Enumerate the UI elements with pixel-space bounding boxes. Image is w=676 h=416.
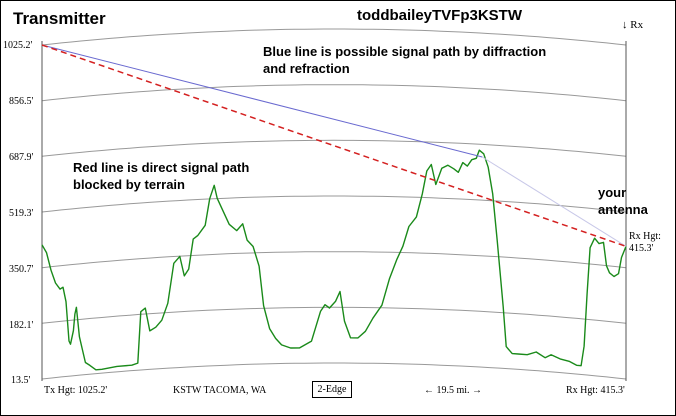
y-tick-label: 856.5' — [9, 96, 34, 107]
station-footer: KSTW TACOMA, WA — [173, 385, 267, 396]
earth-curve-gridline — [41, 251, 627, 269]
earth-curve-gridline — [41, 306, 627, 324]
your-antenna-annotation: your antenna — [598, 185, 648, 217]
rx-height-value: 415.3' — [629, 243, 654, 254]
tx-height-footer: Tx Hgt: 1025.2' — [44, 385, 108, 396]
earth-curve-gridline — [41, 362, 627, 380]
y-tick-label: 687.9' — [9, 152, 34, 163]
diffraction-path-line — [41, 44, 483, 158]
y-tick-label: 182.1' — [9, 320, 34, 331]
blue-line-annotation: Blue line is possible signal path by dif… — [263, 44, 547, 76]
edge-mode-badge[interactable]: 2-Edge — [312, 381, 352, 398]
rx-marker: ↓ Rx — [622, 19, 644, 31]
earth-curve-gridline — [41, 84, 627, 102]
terrain-profile-line — [41, 149, 627, 371]
callsign-title: toddbaileyTVFp3KSTW — [357, 7, 522, 24]
diffraction-path-segment — [481, 156, 627, 247]
rx-height-footer: Rx Hgt: 415.3' — [566, 385, 625, 396]
distance-footer: ← 19.5 mi. → — [424, 385, 483, 396]
y-tick-label: 1025.2' — [3, 40, 33, 51]
earth-curve-gridline — [41, 139, 627, 157]
earth-curve-gridline — [41, 28, 627, 46]
y-tick-label: 350.7' — [9, 264, 34, 275]
y-tick-label: 519.3' — [9, 208, 34, 219]
y-tick-label: 13.5' — [11, 375, 31, 386]
rx-height-label: Rx Hgt: — [629, 231, 661, 242]
transmitter-label: Transmitter — [13, 9, 106, 28]
earth-curve-gridline — [41, 195, 627, 213]
red-line-annotation: Red line is direct signal path blocked b… — [73, 160, 250, 192]
direct-path-line — [41, 44, 627, 248]
